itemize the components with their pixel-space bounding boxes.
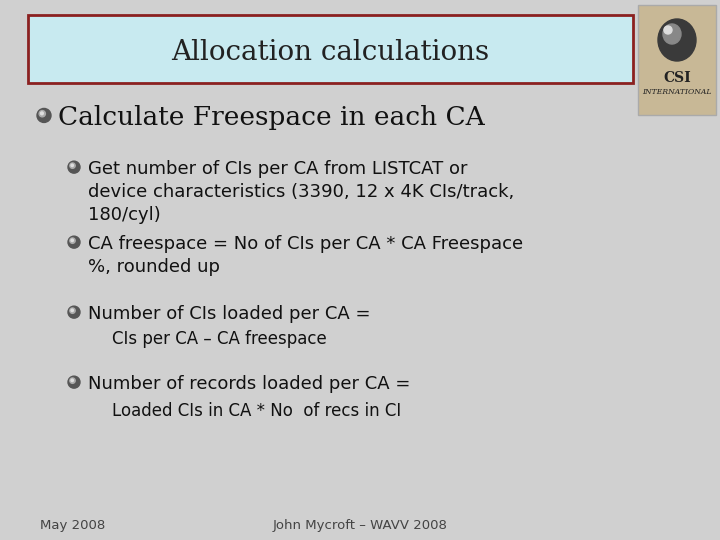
Text: INTERNATIONAL: INTERNATIONAL	[642, 88, 712, 96]
Ellipse shape	[658, 19, 696, 61]
Text: CIs per CA – CA freespace: CIs per CA – CA freespace	[112, 330, 327, 348]
Text: Number of CIs loaded per CA =: Number of CIs loaded per CA =	[88, 305, 371, 323]
Ellipse shape	[71, 164, 73, 166]
Ellipse shape	[37, 109, 51, 123]
Ellipse shape	[663, 24, 681, 44]
Ellipse shape	[71, 239, 73, 241]
Ellipse shape	[70, 163, 75, 168]
Ellipse shape	[68, 161, 80, 173]
Ellipse shape	[40, 112, 43, 115]
Ellipse shape	[39, 111, 45, 117]
Ellipse shape	[664, 26, 672, 34]
Text: Allocation calculations: Allocation calculations	[171, 38, 489, 65]
Text: Loaded CIs in CA * No  of recs in CI: Loaded CIs in CA * No of recs in CI	[112, 402, 401, 420]
Ellipse shape	[70, 308, 75, 313]
FancyBboxPatch shape	[28, 15, 633, 83]
Text: CA freespace = No of CIs per CA * CA Freespace
%, rounded up: CA freespace = No of CIs per CA * CA Fre…	[88, 235, 523, 276]
Ellipse shape	[70, 378, 75, 383]
Text: May 2008: May 2008	[40, 518, 105, 531]
Ellipse shape	[70, 238, 75, 244]
Ellipse shape	[71, 309, 73, 312]
Text: Calculate Freespace in each CA: Calculate Freespace in each CA	[58, 105, 485, 130]
Text: CSI: CSI	[663, 71, 691, 85]
Ellipse shape	[68, 306, 80, 318]
Text: Number of records loaded per CA =: Number of records loaded per CA =	[88, 375, 410, 393]
Text: Get number of CIs per CA from LISTCAT or
device characteristics (3390, 12 x 4K C: Get number of CIs per CA from LISTCAT or…	[88, 160, 514, 224]
Text: John Mycroft – WAVV 2008: John Mycroft – WAVV 2008	[273, 518, 447, 531]
FancyBboxPatch shape	[638, 5, 716, 115]
Ellipse shape	[71, 379, 73, 382]
Ellipse shape	[68, 376, 80, 388]
Ellipse shape	[68, 236, 80, 248]
